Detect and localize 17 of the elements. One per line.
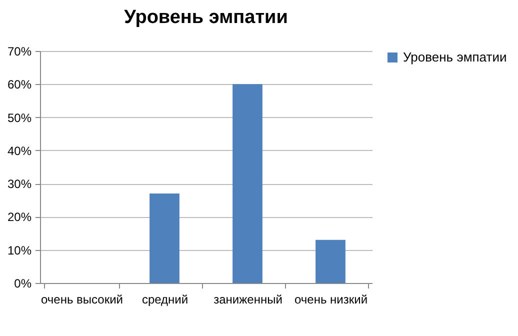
legend-label: Уровень эмпатии <box>403 50 507 64</box>
y-tick-label: 30% <box>7 177 32 192</box>
y-tick-label: 60% <box>7 78 32 92</box>
bar <box>316 240 346 283</box>
y-tick-label: 50% <box>7 110 32 125</box>
y-tick-label: 70% <box>7 44 32 58</box>
x-tick-label: очень высокий <box>40 292 124 306</box>
bar <box>150 194 180 283</box>
x-tick-label: очень низкий <box>294 292 368 306</box>
x-tick-label: заниженный <box>214 292 282 306</box>
chart-title: Уровень эмпатии <box>124 7 288 28</box>
y-tick-label: 40% <box>7 144 32 158</box>
y-tick-label: 20% <box>7 210 32 224</box>
y-tick-label: 0% <box>14 276 32 290</box>
bar <box>232 84 262 283</box>
x-tick-label: средний <box>142 292 188 306</box>
y-tick-label: 10% <box>7 243 32 258</box>
